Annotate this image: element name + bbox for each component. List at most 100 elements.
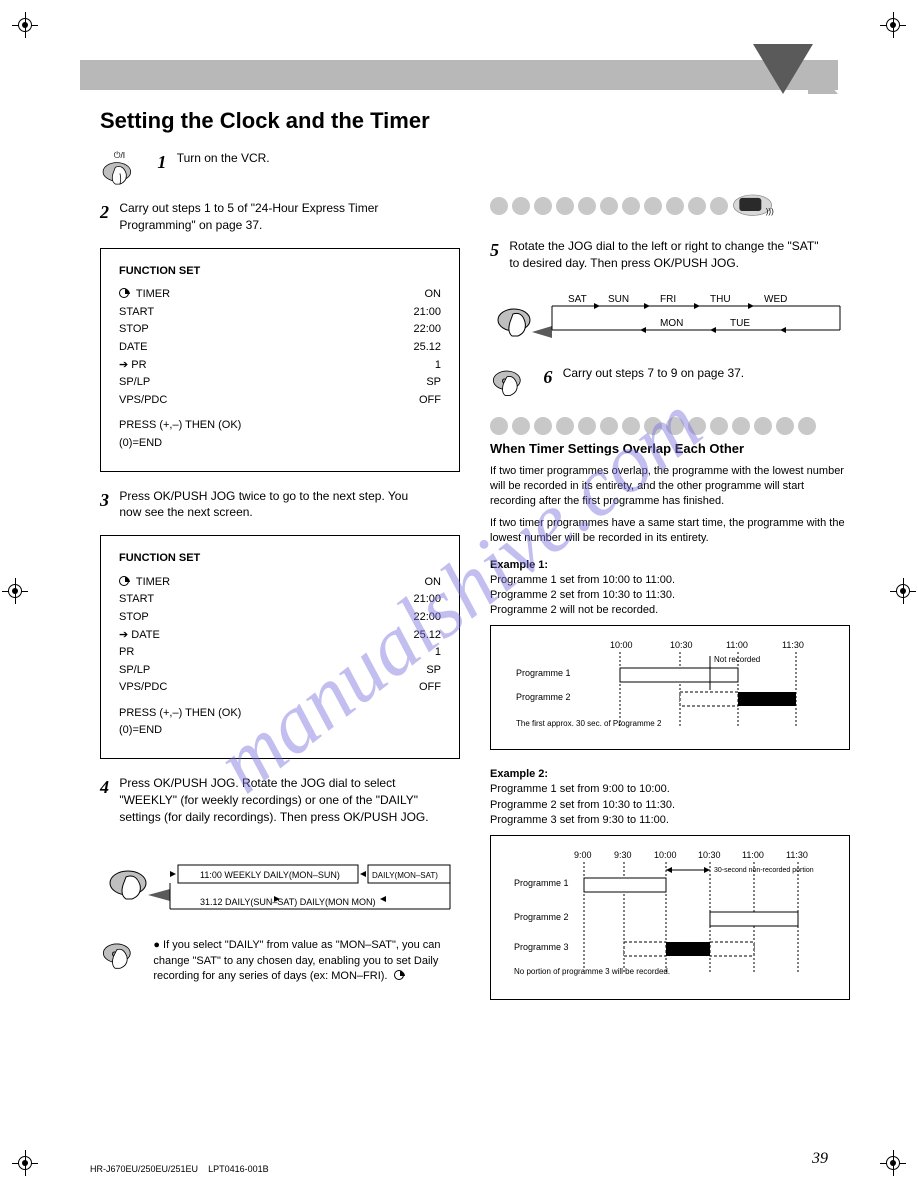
svg-text:11:00: 11:00 (726, 640, 748, 650)
svg-text:11:30: 11:30 (782, 640, 804, 650)
menu-label: TIMER (133, 576, 170, 588)
step-3: 3 Press OK/PUSH JOG twice to go to the n… (100, 488, 460, 522)
svg-text:10:30: 10:30 (670, 640, 693, 650)
page-number: 39 (812, 1150, 828, 1168)
power-button-thumb-icon: ⏻/I (100, 150, 146, 186)
step-num: 2 (100, 200, 116, 225)
menu-title: FUNCTION SET (119, 550, 441, 568)
menu-hint: PRESS (+,–) THEN (OK) (119, 417, 441, 435)
step-text: Rotate the JOG dial to the left or right… (509, 238, 819, 272)
svg-text:Programme 2: Programme 2 (514, 912, 569, 922)
menu-hint: PRESS (+,–) THEN (OK) (119, 705, 441, 723)
section-text: If two timer programmes have a same star… (490, 516, 850, 547)
menu-value: 22:00 (341, 609, 441, 627)
step-text: Turn on the VCR. (177, 150, 447, 167)
svg-text:Not recorded: Not recorded (714, 655, 760, 664)
jogdial-icon: ))) (732, 192, 776, 220)
menu-value: ON (341, 286, 441, 304)
menu-label: SP/LP (119, 374, 150, 392)
menu-label: TIMER (133, 288, 170, 300)
menu-value: 25.12 (341, 627, 441, 645)
svg-text:THU: THU (710, 294, 731, 305)
svg-text:Programme 1: Programme 1 (514, 878, 569, 888)
svg-text:FRI: FRI (660, 294, 676, 305)
menu-value: 25.12 (341, 339, 441, 357)
step-1: ⏻/I 1 Turn on the VCR. (100, 150, 460, 186)
menu-label: DATE (119, 339, 148, 357)
menu-value: OFF (341, 679, 441, 697)
svg-text:10:30: 10:30 (698, 850, 721, 860)
svg-text:SAT: SAT (568, 294, 587, 305)
svg-text:MON: MON (660, 318, 683, 329)
header-bar (80, 60, 838, 90)
menu-label: STOP (119, 321, 149, 339)
clock-icon (394, 970, 404, 980)
step-5: 5 Rotate the JOG dial to the left or rig… (490, 238, 850, 272)
menu-label: VPS/PDC (119, 392, 167, 410)
svg-text:Programme 1: Programme 1 (516, 668, 571, 678)
step-text: Press OK/PUSH JOG. Rotate the JOG dial t… (119, 775, 429, 825)
dots-row: ))) (490, 192, 850, 220)
step-text: Press OK/PUSH JOG twice to go to the nex… (119, 488, 429, 522)
step-num: 6 (543, 365, 559, 390)
example-text: Programme 1 set from 9:00 to 10:00. (490, 782, 850, 797)
example-text: Programme 1 set from 10:00 to 11:00. (490, 573, 850, 588)
step-6: OK 6 Carry out steps 7 to 9 on page 37. (490, 365, 850, 399)
svg-text:10:00: 10:00 (610, 640, 633, 650)
step-4-note: OK ● If you select "DAILY" from value as… (100, 938, 460, 984)
svg-text:WED: WED (764, 294, 787, 305)
example-title: Example 2: (490, 768, 850, 780)
menu-label: PR (119, 644, 134, 662)
svg-text:SUN: SUN (608, 294, 629, 305)
dots-row (490, 417, 850, 435)
step-4: 4 Press OK/PUSH JOG. Rotate the JOG dial… (100, 775, 460, 825)
svg-text:11:00: 11:00 (742, 850, 764, 860)
section-title: When Timer Settings Overlap Each Other (490, 441, 850, 456)
svg-text:Programme 3: Programme 3 (514, 942, 569, 952)
menu-value: ON (341, 574, 441, 592)
jog-flow-diagram-2: SAT SUN FRI THU WED MON TUE (490, 286, 850, 361)
step-num: 5 (490, 238, 506, 263)
menu-label: SP/LP (119, 662, 150, 680)
menu-value: SP (341, 374, 441, 392)
ok-button-thumb-icon: OK (490, 365, 532, 399)
svg-text:9:30: 9:30 (614, 850, 632, 860)
header-triangle-icon (753, 44, 813, 94)
step-num: 3 (100, 488, 116, 513)
menu-value: 22:00 (341, 321, 441, 339)
menu-label: ➔ PR (119, 357, 147, 375)
example-text: Programme 2 set from 10:30 to 11:30. (490, 588, 850, 603)
step-text: Carry out steps 7 to 9 on page 37. (563, 365, 833, 382)
example-text: Programme 2 will not be recorded. (490, 603, 850, 618)
menu-value: 21:00 (341, 304, 441, 322)
svg-text:30-second non-recorded portion: 30-second non-recorded portion (714, 867, 814, 874)
svg-text:Programme 2: Programme 2 (516, 692, 571, 702)
ok-button-thumb-icon: OK (100, 938, 142, 970)
timing-diagram-1: 10:00 10:30 11:00 11:30 Programme 1 Prog… (490, 625, 850, 751)
svg-text:31.12 DAILY(SUN–SAT) DAILY(M: 31.12 DAILY(SUN–SAT) DAILY(MON MON) (200, 897, 376, 907)
menu-value: 1 (341, 357, 441, 375)
menu-value: 1 (341, 644, 441, 662)
svg-text:11:00 WEEKLY DAILY(MON–SUN): 11:00 WEEKLY DAILY(MON–SUN) (200, 870, 340, 880)
step-num: 1 (157, 150, 173, 175)
menu-label: START (119, 591, 154, 609)
step-text: Carry out steps 1 to 5 of "24-Hour Expre… (119, 200, 429, 234)
clock-icon (119, 288, 129, 298)
osd-menu-box-1: FUNCTION SET TIMERON START21:00 STOP22:0… (100, 248, 460, 472)
menu-value: 21:00 (341, 591, 441, 609)
menu-label: ➔ DATE (119, 627, 160, 645)
svg-text:⏻/I: ⏻/I (114, 150, 125, 160)
jog-flow-diagram-1: 11:00 WEEKLY DAILY(MON–SUN) DAILY(MON–SA… (100, 839, 460, 924)
svg-text:The first approx. 30 sec. of P: The first approx. 30 sec. of Programme 2 (516, 719, 662, 728)
page-title: Setting the Clock and the Timer (100, 108, 430, 134)
menu-value: OFF (341, 392, 441, 410)
menu-hint: (0)=END (119, 435, 441, 453)
menu-label: VPS/PDC (119, 679, 167, 697)
step-note-text: ● If you select "DAILY" from value as "M… (153, 938, 443, 984)
svg-text:11:30: 11:30 (786, 850, 808, 860)
section-text: If two timer programmes overlap, the pro… (490, 464, 850, 510)
example-title: Example 1: (490, 559, 850, 571)
timing-diagram-2: 9:00 9:30 10:00 10:30 11:00 11:30 Progra… (490, 835, 850, 1001)
step-num: 4 (100, 775, 116, 800)
step-2: 2 Carry out steps 1 to 5 of "24-Hour Exp… (100, 200, 460, 234)
